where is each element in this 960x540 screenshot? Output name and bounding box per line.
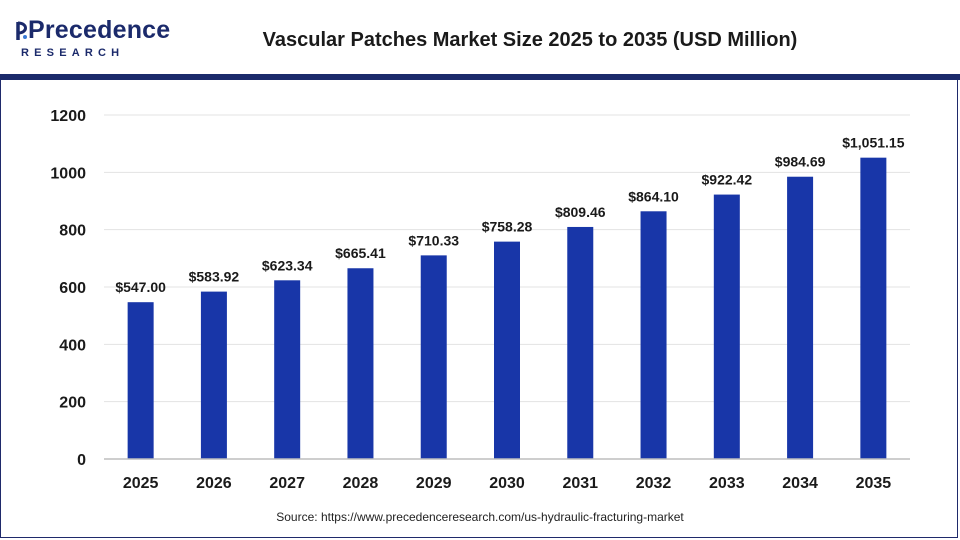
data-label-2027: $623.34 (262, 257, 313, 273)
bar-2025 (127, 302, 154, 459)
x-tick-label-2027: 2027 (269, 475, 305, 492)
y-axis-ticks: 0 200 400 600 800 1000 1200 (50, 108, 86, 469)
data-label-2029: $710.33 (408, 232, 459, 248)
logo-subword: RESEARCH (21, 47, 125, 59)
logo-word: Precedence (28, 16, 171, 44)
x-tick-label-2026: 2026 (196, 475, 232, 492)
bar-2032 (640, 211, 667, 459)
y-tick-label: 600 (59, 280, 86, 297)
x-tick-label-2029: 2029 (416, 475, 452, 492)
logo-mark-icon (16, 21, 27, 40)
data-label-2034: $984.69 (775, 154, 826, 170)
bar-2033 (713, 194, 740, 459)
header: Precedence RESEARCH Vascular Patches Mar… (0, 0, 960, 74)
x-tick-label-2025: 2025 (123, 475, 159, 492)
bar-2027 (274, 280, 301, 459)
x-axis-ticks: 2025 2026 2027 2028 2029 2030 2031 2032 2033 2034… (123, 475, 891, 492)
x-tick-label-2032: 2032 (636, 475, 672, 492)
x-tick-label-2034: 2034 (782, 475, 818, 492)
bar-2030 (494, 241, 520, 459)
data-label-2031: $809.46 (555, 204, 606, 220)
data-label-2032: $864.10 (628, 188, 679, 204)
y-tick-label: 200 (59, 395, 86, 412)
data-label-2028: $665.41 (335, 245, 386, 261)
x-tick-label-2035: 2035 (856, 475, 892, 492)
y-tick-label: 1200 (50, 108, 86, 125)
data-label-2025: $547.00 (115, 279, 166, 295)
chart-title: Vascular Patches Market Size 2025 to 203… (262, 29, 798, 51)
bar-2029 (420, 255, 447, 459)
data-label-2030: $758.28 (482, 219, 533, 235)
data-labels: $547.00 $583.92 $623.34 $665.41 $710.33 $758.… (115, 135, 904, 296)
x-tick-label-2030: 2030 (489, 475, 525, 492)
y-tick-label: 1000 (50, 165, 86, 182)
precedence-research-logo: Precedence RESEARCH (16, 14, 170, 64)
header-divider (0, 74, 960, 80)
bar-2026 (200, 291, 227, 459)
x-tick-label-2033: 2033 (709, 475, 745, 492)
bar-2031 (567, 226, 594, 459)
data-label-2026: $583.92 (189, 269, 240, 285)
x-tick-label-2028: 2028 (343, 475, 379, 492)
bar-2035 (860, 157, 887, 459)
source-note: Source: https://www.precedenceresearch.c… (276, 510, 684, 524)
data-label-2033: $922.42 (702, 172, 753, 188)
y-tick-label: 400 (59, 337, 86, 354)
bars (127, 157, 887, 459)
bar-2028 (347, 268, 374, 459)
y-tick-label: 0 (77, 452, 86, 469)
bar-2034 (787, 176, 814, 459)
x-tick-label-2031: 2031 (562, 475, 598, 492)
y-tick-label: 800 (59, 223, 86, 240)
data-label-2035: $1,051.15 (842, 135, 904, 151)
